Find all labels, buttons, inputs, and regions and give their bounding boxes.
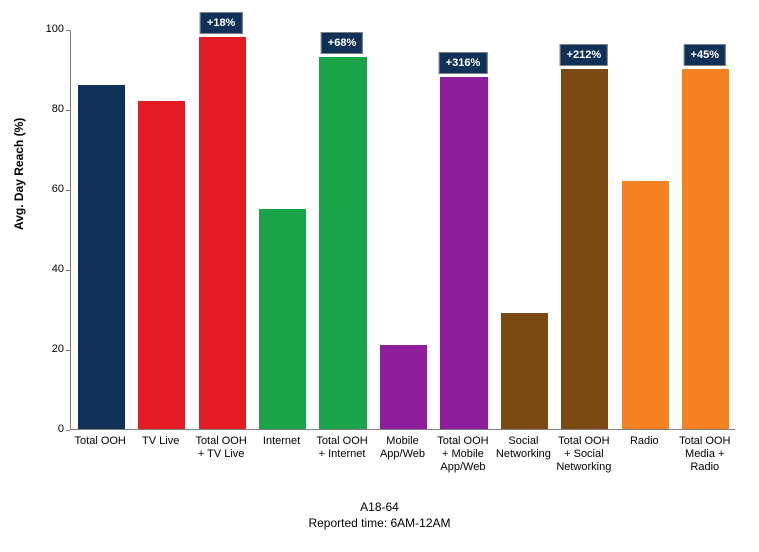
uplift-badge: +212%: [560, 44, 609, 66]
footer-demographic: A18-64: [0, 500, 759, 514]
bar: [319, 57, 366, 429]
y-axis-label: Avg. Day Reach (%): [12, 118, 26, 230]
plot-area: [70, 30, 735, 430]
x-tick-label: Total OOH: [70, 435, 130, 448]
x-tick-label: Mobile App/Web: [373, 435, 433, 461]
bar: [501, 313, 548, 429]
bar: [561, 69, 608, 429]
uplift-badge: +316%: [439, 52, 488, 74]
chart-container: Avg. Day Reach (%) 0 20 40 60 80 100 Total OO…: [0, 0, 759, 552]
x-tick-label: Total OOH + TV Live: [191, 435, 251, 461]
x-tick-label: Internet: [252, 435, 312, 448]
y-tick-label: 100: [40, 23, 64, 35]
y-tick-label: 80: [40, 103, 64, 115]
uplift-badge: +18%: [200, 12, 242, 34]
bar: [199, 37, 246, 429]
bar: [622, 181, 669, 429]
x-tick-label: TV Live: [131, 435, 191, 448]
bars-group: [71, 30, 735, 429]
x-tick-label: Social Networking: [493, 435, 553, 461]
x-tick-label: Total OOH + Social Networking: [554, 435, 614, 475]
bar: [440, 77, 487, 429]
x-tick-label: Total OOH Media + Radio: [675, 435, 735, 475]
x-tick-label: Total OOH + Internet: [312, 435, 372, 461]
y-tick-mark: [66, 430, 70, 431]
uplift-badge: +68%: [321, 32, 363, 54]
bar: [682, 69, 729, 429]
bar: [380, 345, 427, 429]
y-tick-label: 0: [40, 423, 64, 435]
bar: [259, 209, 306, 429]
x-tick-label: Total OOH + Mobile App/Web: [433, 435, 493, 475]
uplift-badge: +45%: [684, 44, 726, 66]
bar: [78, 85, 125, 429]
y-tick-label: 20: [40, 343, 64, 355]
y-tick-label: 40: [40, 263, 64, 275]
footer-time: Reported time: 6AM-12AM: [0, 516, 759, 530]
bar: [138, 101, 185, 429]
y-tick-label: 60: [40, 183, 64, 195]
x-tick-label: Radio: [614, 435, 674, 448]
